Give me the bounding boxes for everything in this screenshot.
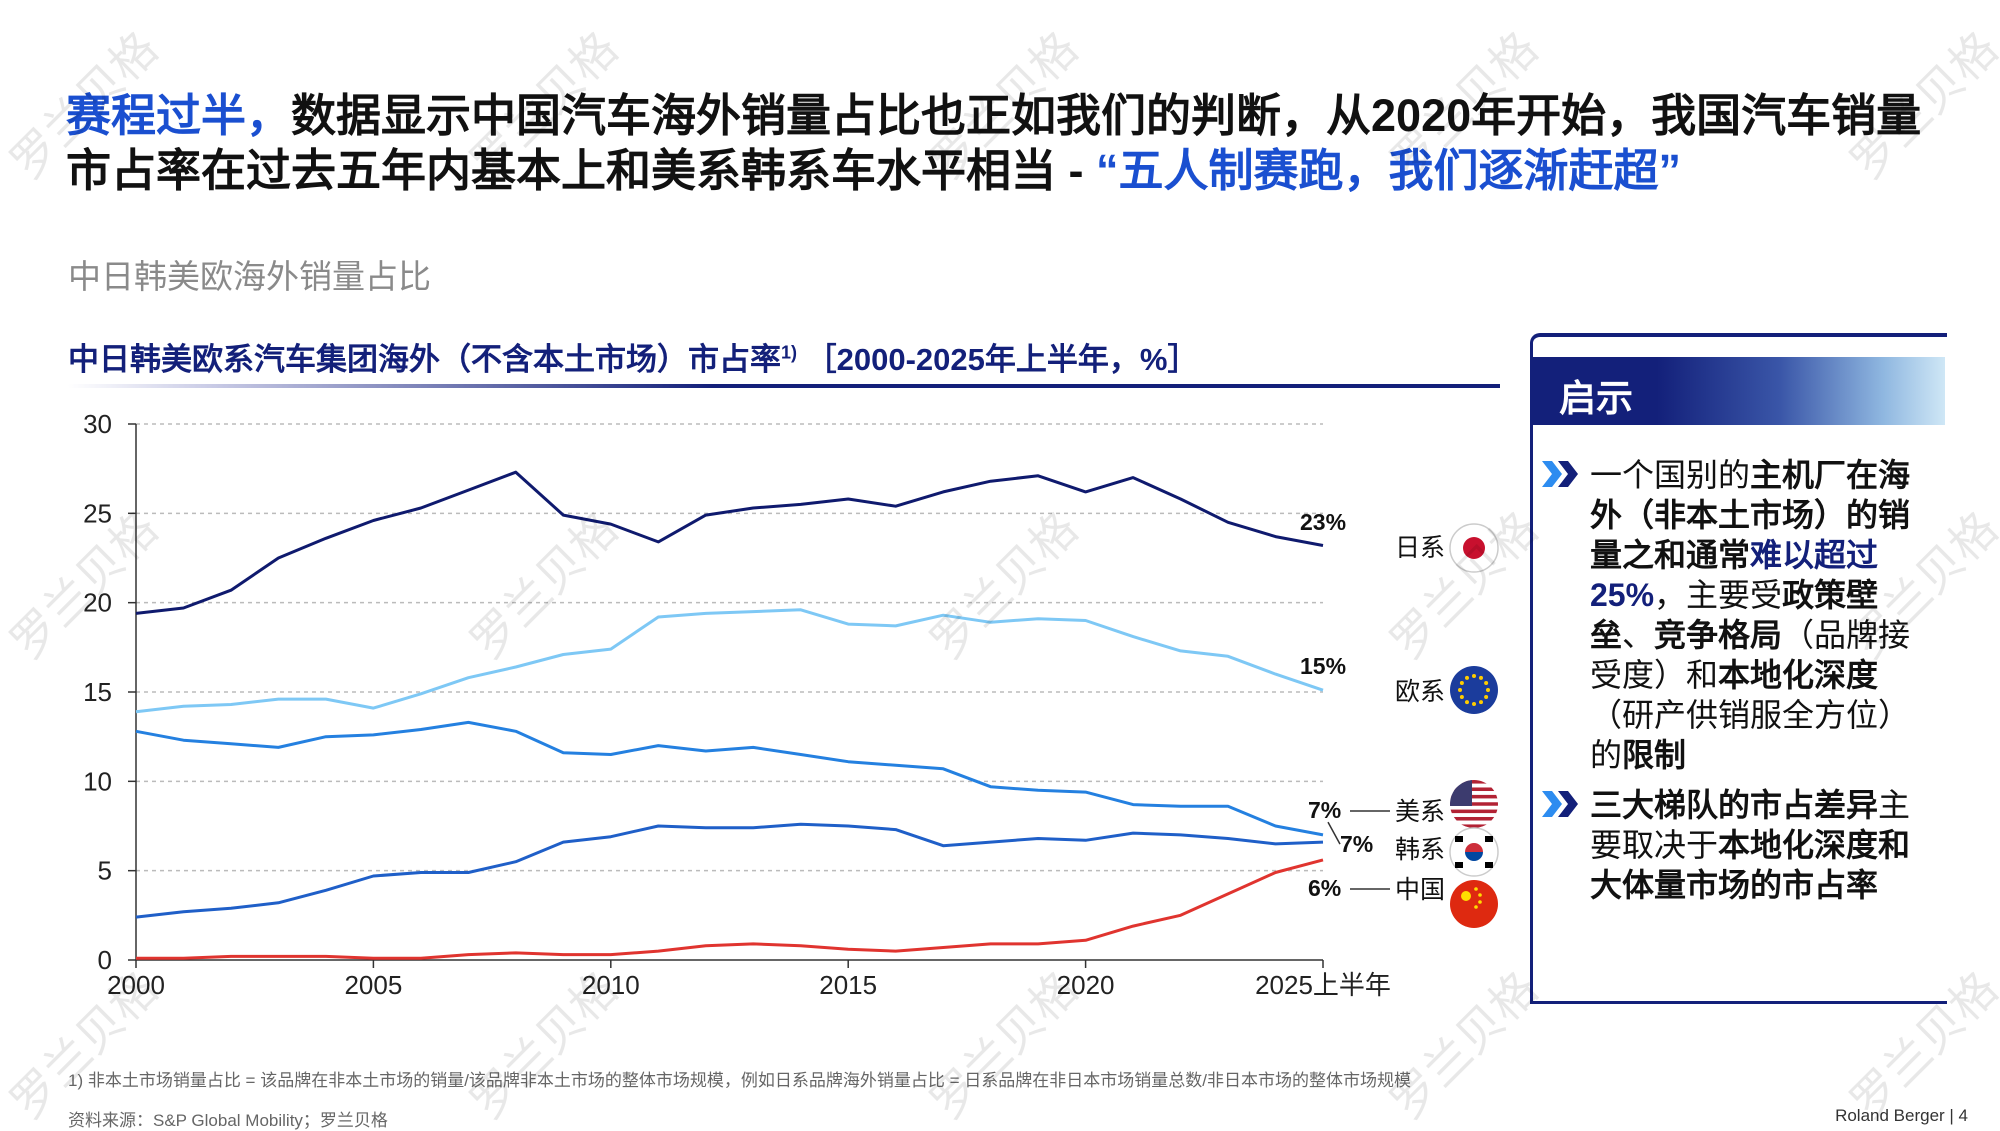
bullet-text-segment: 主机厂在海外（非本土市场）的销量之和通常	[1590, 457, 1911, 573]
end-value-label-japan: 23%	[1300, 509, 1346, 535]
series-line-china	[136, 858, 1324, 960]
bullet-text-segment: 主要取决于	[1590, 787, 1911, 863]
chart-title: 中日韩美欧系汽车集团海外（不含本土市场）市占率1) ［2000-2025年上半年…	[68, 334, 1198, 379]
series-name-label-china: 中国	[1395, 876, 1445, 904]
y-tick-label: 0	[98, 945, 112, 975]
bullet-text-segment: 竞争格局	[1654, 617, 1783, 653]
y-tick-label: 10	[83, 766, 112, 796]
series-name-label-usa: 美系	[1395, 798, 1445, 826]
bullet-text-segment: （品牌接受度）和	[1590, 617, 1911, 693]
series-name-label-eu: 欧系	[1395, 678, 1445, 706]
series-name-label-japan: 日系	[1395, 534, 1445, 562]
end-value-label-usa: 7%	[1308, 797, 1341, 823]
bullet-text-segment: 限制	[1622, 737, 1687, 773]
y-tick-label: 25	[83, 498, 112, 528]
insight-bullets: 一个国别的主机厂在海外（非本土市场）的销量之和通常难以超过25%，主要受政策壁垒…	[1540, 455, 1940, 905]
series-line-eu	[135, 608, 1324, 714]
leader-line	[1327, 821, 1341, 845]
chart-title-main: 中日韩美欧系汽车集团海外（不含本土市场）市占率	[68, 342, 781, 377]
bullet-text-segment: 本地化深度和大体量市场的市占率	[1590, 827, 1911, 903]
footnote: 1) 非本土市场销量占比 = 该品牌在非本土市场的销量/该品牌非本土市场的整体市…	[68, 1071, 1412, 1090]
source-note: 资料来源：S&P Global Mobility；罗兰贝格	[68, 1111, 388, 1130]
bullet-text-segment: 一个国别的	[1590, 457, 1751, 493]
bullet-text-segment: 本地化深度	[1718, 657, 1879, 693]
double-chevron-icon	[1542, 791, 1578, 817]
y-tick-label: 15	[83, 677, 112, 707]
korea-flag-icon	[1449, 827, 1499, 877]
x-tick-label: 2000	[107, 970, 165, 1000]
headline: 赛程过半，数据显示中国汽车海外销量占比也正如我们的判断，从2020年开始，我国汽…	[66, 88, 1966, 198]
x-tick-label: 2010	[582, 970, 640, 1000]
x-tick-label: 2025上半年	[1255, 970, 1391, 1000]
bullet-text-segment: （研产供销服全方位）的	[1590, 697, 1911, 773]
x-tick-label: 2020	[1057, 970, 1115, 1000]
headline-quote: “五人制赛跑，我们逐渐赶超”	[1096, 145, 1682, 196]
subtitle: 中日韩美欧海外销量占比	[68, 258, 431, 295]
double-chevron-icon	[1542, 461, 1578, 487]
insight-panel-header: 启示	[1533, 357, 1945, 425]
end-value-label-korea: 7%	[1340, 831, 1373, 857]
y-tick-label: 5	[98, 856, 112, 886]
series-line-japan	[135, 470, 1324, 615]
bullet-text-segment: 三大梯队的市占差异	[1590, 787, 1879, 823]
usa-flag-icon	[1450, 780, 1498, 828]
bullet-text-segment: 政策壁垒	[1590, 577, 1879, 653]
series-name-label-korea: 韩系	[1395, 836, 1445, 864]
series-line-usa	[135, 720, 1324, 837]
eu-flag-icon	[1450, 666, 1498, 714]
x-tick-label: 2015	[819, 970, 877, 1000]
insight-bullet: 三大梯队的市占差异主要取决于本地化深度和大体量市场的市占率	[1540, 785, 1940, 905]
insight-panel-title: 启示	[1559, 378, 1633, 419]
y-tick-label: 30	[83, 409, 112, 439]
headline-text: 数据显示中国汽车海外销量占比也正如我们的判断，从2020年开始，我国汽车销量市占…	[66, 90, 1922, 196]
chart-title-footnote-ref: 1)	[781, 342, 798, 363]
end-value-label-eu: 15%	[1300, 653, 1346, 679]
headline-highlight: 赛程过半，	[66, 90, 292, 141]
insight-bullet: 一个国别的主机厂在海外（非本土市场）的销量之和通常难以超过25%，主要受政策壁垒…	[1540, 455, 1940, 775]
japan-flag-icon	[1449, 523, 1499, 573]
insight-panel	[1530, 333, 1947, 1004]
bullet-text-segment: 难以超过25%	[1590, 537, 1879, 613]
brand-page-number: Roland Berger | 4	[1835, 1106, 1968, 1125]
series-line-korea	[135, 822, 1324, 919]
chart-title-range: ［2000-2025年上半年，%］	[805, 342, 1199, 377]
chart-title-rule	[68, 384, 1500, 388]
bullet-text-segment: ，主要受	[1654, 577, 1783, 613]
china-flag-icon	[1450, 880, 1498, 928]
x-tick-label: 2005	[344, 970, 402, 1000]
bullet-text-segment: 、	[1622, 617, 1655, 653]
end-value-label-china: 6%	[1308, 875, 1341, 901]
y-tick-label: 20	[83, 588, 112, 618]
